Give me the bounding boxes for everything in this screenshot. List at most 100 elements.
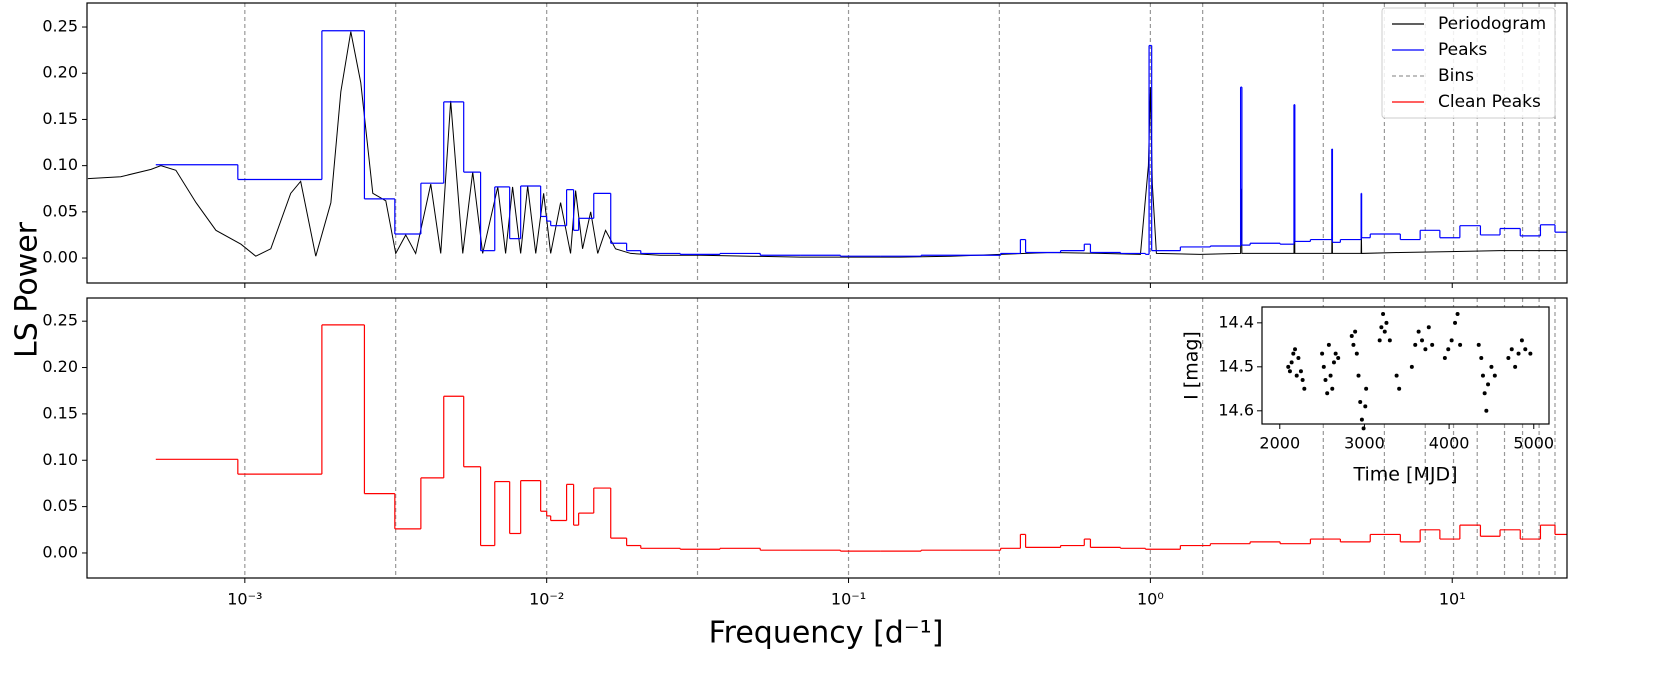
point (1492, 373, 1497, 378)
point (1455, 312, 1460, 317)
point (1426, 325, 1431, 330)
point (1409, 364, 1414, 369)
point (1482, 391, 1487, 396)
point (1387, 338, 1392, 343)
point (1484, 408, 1489, 413)
point (1351, 342, 1356, 347)
point (1397, 386, 1402, 391)
point (1286, 364, 1291, 369)
y-tick-label: 14.5 (1218, 356, 1254, 375)
point (1382, 329, 1387, 334)
point (1480, 373, 1485, 378)
x-tick-label: 10⁻¹ (831, 590, 866, 609)
point (1287, 369, 1292, 374)
point (1486, 382, 1491, 387)
y-tick-label: 0.25 (42, 311, 78, 330)
y-tick-label: 0.20 (42, 357, 78, 376)
y-tick-label: 0.25 (42, 17, 78, 36)
x-tick-label: 10⁰ (1137, 590, 1164, 609)
plot-frame (86, 297, 1568, 579)
point (1381, 312, 1386, 317)
y-tick-label: 14.4 (1218, 312, 1254, 331)
point (1333, 351, 1338, 356)
point (1291, 351, 1296, 356)
y-tick-label: 0.00 (42, 248, 78, 267)
y-tick-label: 0.05 (42, 496, 78, 515)
point (1453, 320, 1458, 325)
point (1330, 386, 1335, 391)
point (1423, 347, 1428, 352)
point (1513, 364, 1518, 369)
x-tick-label: 5000 (1513, 434, 1554, 453)
point (1446, 347, 1451, 352)
point (1430, 342, 1435, 347)
point (1528, 351, 1533, 356)
point (1479, 356, 1484, 361)
legend-label: Bins (1438, 66, 1474, 86)
point (1323, 378, 1328, 383)
y-tick-label: 0.15 (42, 403, 78, 422)
point (1298, 369, 1303, 374)
point (1358, 400, 1363, 405)
point (1349, 334, 1354, 339)
point (1394, 373, 1399, 378)
point (1442, 356, 1447, 361)
point (1293, 347, 1298, 352)
point (1523, 347, 1528, 352)
point (1326, 342, 1331, 347)
x-tick-label: 10¹ (1439, 590, 1466, 609)
point (1296, 356, 1301, 361)
point (1449, 338, 1454, 343)
point (1328, 373, 1333, 378)
inset-frame (1261, 306, 1550, 425)
point (1516, 351, 1521, 356)
point (1489, 364, 1494, 369)
point (1359, 417, 1364, 422)
point (1384, 320, 1389, 325)
legend-label: Clean Peaks (1438, 92, 1541, 112)
y-tick-label: 0.10 (42, 155, 78, 174)
x-tick-label: 10⁻² (529, 590, 564, 609)
point (1356, 373, 1361, 378)
point (1506, 356, 1511, 361)
point (1363, 404, 1368, 409)
point (1458, 342, 1463, 347)
x-tick-label: 10⁻³ (227, 590, 262, 609)
point (1320, 351, 1325, 356)
inset-y-label: I [mag] (1181, 331, 1203, 400)
point (1300, 378, 1305, 383)
x-tick-label: 3000 (1344, 434, 1385, 453)
point (1476, 342, 1481, 347)
point (1321, 364, 1326, 369)
plot-frame (86, 2, 1568, 284)
point (1519, 338, 1524, 343)
point (1413, 342, 1418, 347)
y-tick-label: 0.20 (42, 63, 78, 82)
point (1420, 338, 1425, 343)
point (1289, 360, 1294, 365)
legend-label: Periodogram (1438, 14, 1546, 34)
y-tick-label: 0.10 (42, 450, 78, 469)
point (1336, 356, 1341, 361)
y-tick-label: 0.05 (42, 201, 78, 220)
line (87, 31, 1567, 258)
point (1325, 391, 1330, 396)
x-tick-label: 2000 (1259, 434, 1300, 453)
point (1416, 329, 1421, 334)
point (1294, 373, 1299, 378)
point (1354, 351, 1359, 356)
legend-box (1381, 7, 1556, 119)
point (1509, 347, 1514, 352)
point (1379, 325, 1384, 330)
y-tick-label: 14.6 (1218, 400, 1254, 419)
legend-label: Peaks (1438, 40, 1487, 60)
point (1331, 360, 1336, 365)
y-tick-label: 0.15 (42, 109, 78, 128)
point (1377, 338, 1382, 343)
x-axis-label: Frequency [d⁻¹] (709, 616, 944, 651)
y-axis-label: LS Power (10, 221, 45, 358)
x-tick-label: 4000 (1429, 434, 1470, 453)
y-tick-label: 0.00 (42, 542, 78, 561)
point (1353, 329, 1358, 334)
